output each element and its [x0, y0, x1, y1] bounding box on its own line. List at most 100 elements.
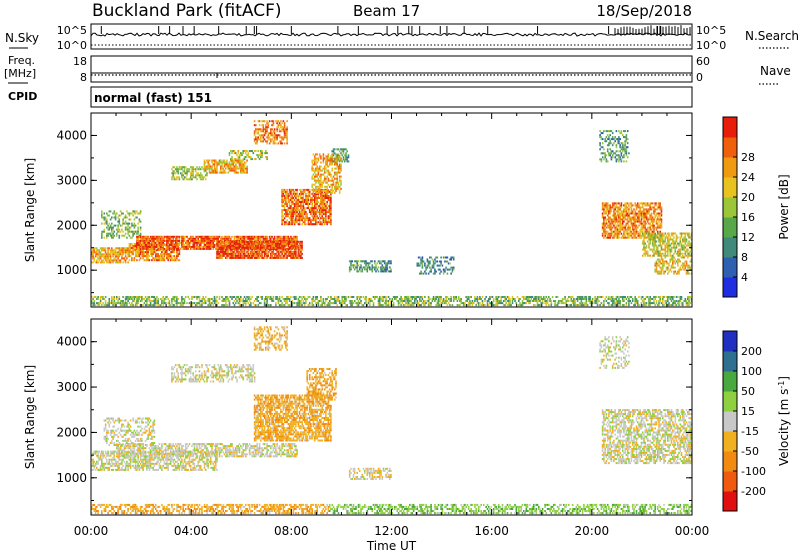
power-cell [330, 223, 332, 226]
power-cell [273, 235, 276, 238]
power-cell [138, 253, 141, 256]
power-cell [288, 254, 291, 257]
power-cell [452, 296, 455, 298]
power-cell [287, 215, 290, 218]
power-cell [320, 175, 322, 178]
power-cell [467, 296, 470, 298]
power-cell [246, 159, 248, 162]
power-cell [163, 257, 166, 260]
power-cell [252, 254, 255, 257]
power-cell [204, 247, 207, 250]
power-cell [167, 253, 169, 256]
power-cell [338, 160, 341, 163]
power-cell [173, 176, 176, 179]
power-cell [285, 248, 287, 251]
power-cell [198, 296, 201, 298]
power-cell [355, 302, 357, 305]
power-cell [97, 249, 99, 252]
power-cell [351, 260, 353, 263]
power-cell [223, 237, 226, 240]
power-cell [278, 122, 281, 125]
power-cell [216, 256, 218, 259]
power-cell [158, 243, 161, 246]
power-cell [280, 142, 282, 145]
power-cell [186, 170, 188, 173]
power-cell [555, 296, 558, 298]
power-cell [162, 245, 164, 247]
power-cell [235, 244, 237, 247]
power-cell [540, 296, 543, 298]
power-cell [465, 300, 467, 302]
power-cell [501, 302, 504, 305]
power-cell [311, 201, 313, 203]
power-cell [337, 296, 340, 298]
power-cell [298, 209, 301, 212]
power-cell [330, 213, 332, 216]
power-cell [525, 302, 528, 305]
power-cell [417, 256, 420, 259]
power-cell [326, 187, 328, 190]
power-cell [104, 216, 107, 219]
power-cell [233, 304, 236, 307]
power-cell [116, 228, 118, 231]
power-cell [267, 134, 270, 137]
power-cell [265, 254, 267, 257]
power-cell [471, 304, 474, 307]
power-cell [434, 262, 436, 265]
power-cell [206, 237, 208, 240]
power-cell [108, 302, 111, 305]
power-cell [301, 240, 303, 243]
power-cell [440, 270, 442, 273]
power-cell [236, 256, 238, 259]
power-cell [387, 304, 390, 307]
power-cell [684, 298, 687, 300]
power-cell [261, 250, 263, 253]
power-cell [591, 302, 594, 305]
power-cell [233, 152, 236, 155]
power-cell [311, 175, 313, 178]
power-cell [315, 201, 317, 203]
power-cell [113, 251, 116, 254]
power-cell [248, 242, 251, 245]
power-cell [549, 300, 551, 302]
power-cell [268, 304, 271, 307]
date-label: 18/Sep/2018 [596, 2, 692, 20]
power-cell [528, 298, 530, 300]
power-cell [101, 212, 103, 215]
power-cell [101, 236, 103, 239]
power-cell [216, 169, 218, 172]
power-cell [316, 167, 318, 170]
power-cell [569, 304, 571, 307]
power-cell [103, 236, 106, 239]
power-cell [451, 304, 454, 307]
power-cell [431, 298, 434, 300]
power-cell [241, 163, 243, 166]
power-cell [162, 241, 164, 244]
power-cell [273, 252, 276, 255]
power-cell [139, 226, 142, 229]
power-cell [235, 171, 237, 174]
power-cell [107, 257, 109, 260]
power-cell [441, 264, 444, 267]
power-cell [209, 241, 212, 244]
power-cell [630, 302, 633, 305]
power-cell [427, 262, 430, 265]
power-cell [208, 304, 211, 307]
power-cell [327, 197, 330, 199]
power-cell [212, 237, 215, 240]
power-cell [326, 169, 328, 172]
power-cell [285, 223, 287, 226]
power-cell [220, 254, 222, 257]
power-cell [380, 304, 382, 307]
power-cell [649, 302, 651, 305]
power-cell [292, 215, 295, 218]
power-cell [257, 240, 260, 243]
power-cell [162, 302, 164, 305]
power-cell [99, 251, 102, 254]
power-cell [360, 260, 362, 263]
power-cell [440, 296, 442, 298]
power-cell [529, 296, 531, 298]
power-cell [248, 254, 251, 257]
power-cell [263, 304, 266, 307]
power-cell [223, 250, 226, 253]
